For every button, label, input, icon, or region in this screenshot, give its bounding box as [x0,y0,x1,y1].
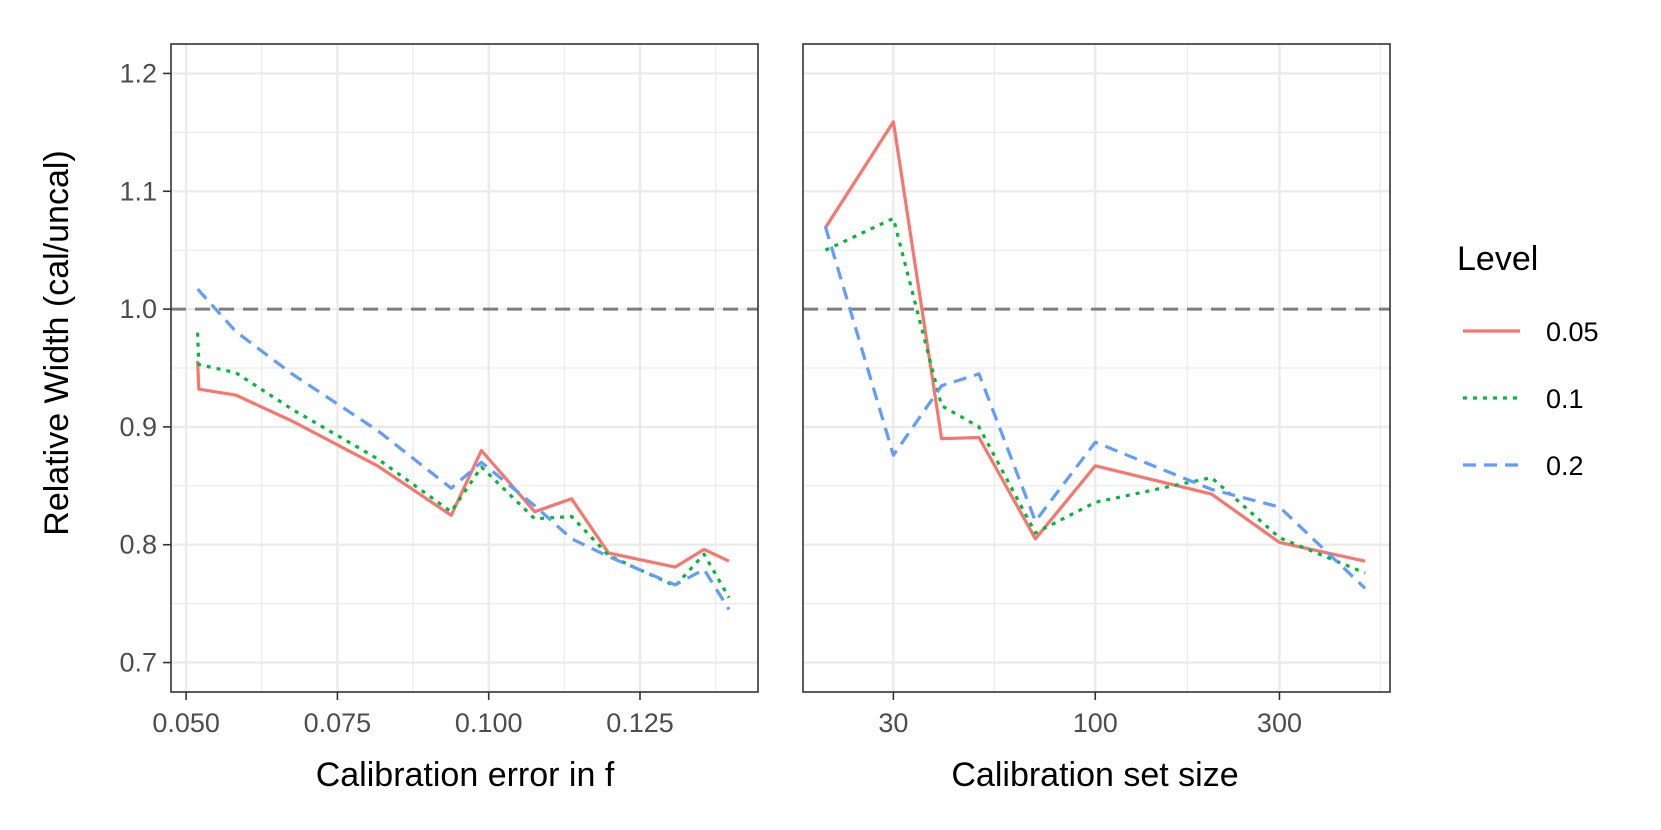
y-axis-title: Relative Width (cal/uncal) [38,150,76,535]
panel-right: 30 100 300 [802,43,1391,738]
legend-label-0: 0.05 [1546,317,1599,347]
legend-label-1: 0.1 [1546,384,1584,414]
x-tick-label-right: 300 [1257,708,1302,738]
series-line-right-0.1 [824,216,1366,575]
panel-left: 0.7 0.8 0.9 1.0 1.1 1.2 0.050 0.075 0.100 0.125 [119,43,759,738]
y-tick-label: 0.8 [119,530,157,560]
y-tick-label: 1.1 [119,176,157,206]
y-tick-label: 0.7 [119,648,157,678]
legend-title: Level [1457,240,1538,278]
legend: Level 0.05 0.1 0.2 [1457,240,1599,481]
series-line-left-0.2 [196,288,731,611]
y-tick-label: 0.9 [119,412,157,442]
x-tick-label-left: 0.050 [152,708,220,738]
x-tick-label-right: 30 [878,708,908,738]
series-line-right-0.05 [824,120,1366,563]
panel-border-right [802,43,1391,693]
legend-label-2: 0.2 [1546,451,1584,481]
x-tick-label-left: 0.100 [455,708,523,738]
panel-border-left [170,43,759,693]
x-tick-label-right: 100 [1073,708,1118,738]
series-line-left-0.1 [196,332,731,599]
x-axis-title-right: Calibration set size [951,756,1238,794]
x-tick-label-left: 0.125 [606,708,674,738]
x-tick-label-left: 0.075 [304,708,372,738]
y-tick-label: 1.0 [119,294,157,324]
series-line-left-0.05 [196,360,730,569]
x-axis-title-left: Calibration error in f [316,756,615,794]
y-tick-label: 1.2 [119,58,157,88]
